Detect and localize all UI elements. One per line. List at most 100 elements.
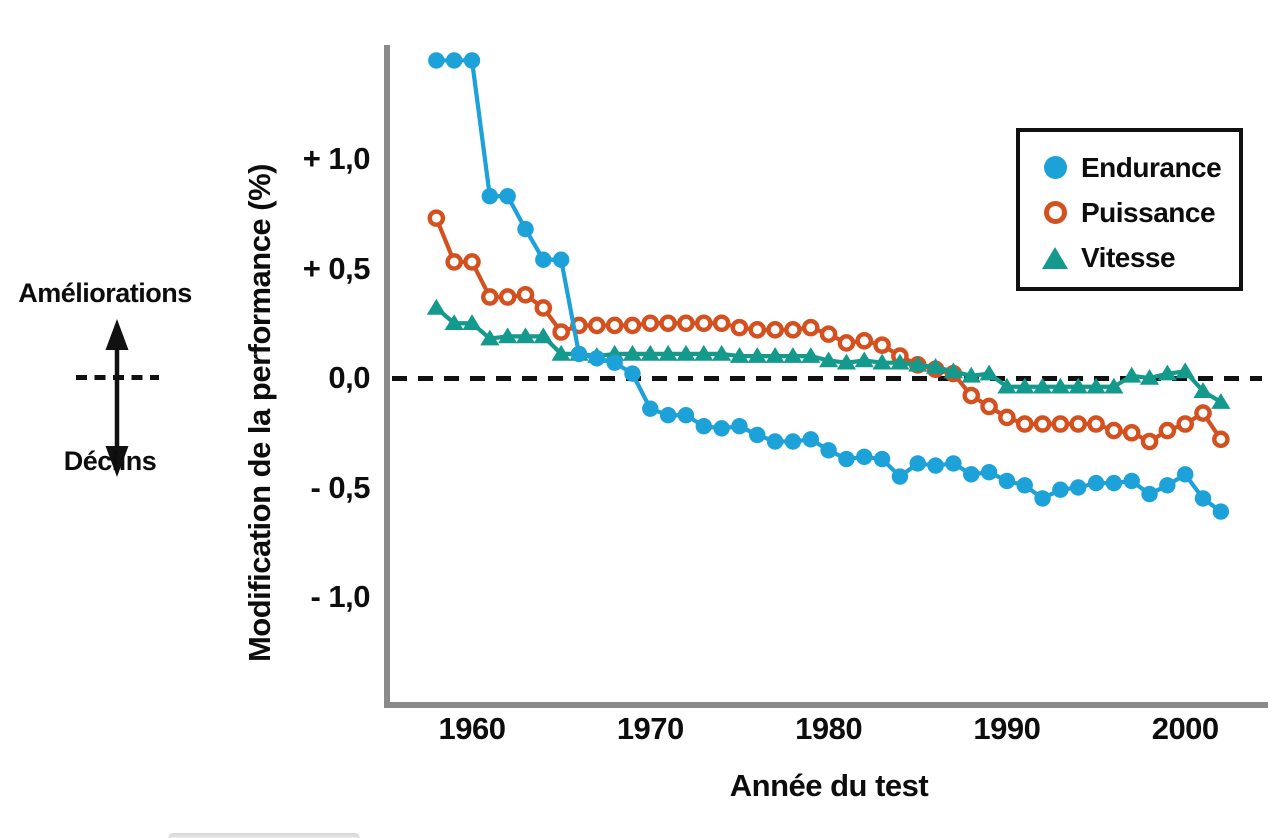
vitesse-point: [747, 347, 767, 363]
vitesse-point: [729, 347, 750, 363]
puissance-point: [1051, 415, 1070, 433]
vitesse-point: [783, 347, 803, 363]
vitesse-point: [943, 362, 964, 379]
puissance-point: [1194, 404, 1212, 422]
vitesse-point: [765, 347, 785, 363]
open-circle-icon: [1043, 201, 1067, 224]
endurance-point: [1070, 479, 1087, 496]
endurance-point: [766, 433, 784, 450]
legend-item-puissance: Puissance: [1042, 190, 1239, 235]
endurance-point: [481, 188, 499, 205]
puissance-point: [427, 209, 446, 227]
puissance-point: [873, 336, 891, 354]
vitesse-point: [480, 329, 500, 346]
vitesse-point: [925, 358, 946, 374]
annotation-declines: Déclins: [63, 446, 157, 476]
puissance-point: [1176, 415, 1194, 433]
filled-circle-icon: [1043, 156, 1067, 179]
y-tick-label: + 1,0: [302, 141, 371, 176]
puissance-point: [659, 314, 677, 333]
vitesse-point: [1139, 369, 1160, 385]
puissance-point: [766, 321, 784, 339]
endurance-point: [1105, 474, 1123, 492]
y-tick-label: + 0,5: [302, 250, 371, 286]
puissance-point: [498, 288, 517, 306]
puissance-point: [819, 325, 838, 344]
vitesse-point: [1157, 364, 1177, 381]
x-tick-label: 1980: [795, 711, 863, 746]
endurance-point: [1052, 481, 1069, 498]
endurance-point: [588, 350, 606, 367]
vitesse-point: [890, 353, 910, 370]
vitesse-point: [444, 314, 464, 331]
puissance-point: [748, 321, 767, 339]
puissance-point: [712, 314, 731, 333]
x-axis-title: Année du test: [729, 768, 929, 803]
endurance-point: [820, 442, 837, 459]
puissance-point: [837, 334, 856, 352]
endurance-point: [713, 420, 730, 437]
endurance-point: [517, 220, 534, 238]
vitesse-point: [997, 377, 1017, 394]
puissance-point: [534, 299, 553, 317]
endurance-point: [963, 466, 980, 483]
arrow-head-up: [105, 319, 129, 350]
endurance-point: [891, 468, 909, 485]
puissance-point: [516, 285, 535, 304]
puissance-point: [677, 314, 695, 333]
endurance-point: [731, 417, 748, 435]
puissance-point: [605, 316, 624, 335]
vitesse-point: [426, 298, 446, 315]
puissance-point: [588, 316, 606, 335]
endurance-point: [802, 431, 819, 448]
legend: Endurance Puissance Vitesse: [1016, 128, 1243, 291]
y-tick-label: - 1,0: [310, 579, 370, 614]
puissance-point: [730, 318, 749, 337]
legend-label: Endurance: [1081, 151, 1222, 183]
endurance-point: [784, 433, 802, 450]
vitesse-point: [1211, 393, 1231, 409]
vitesse-point: [908, 355, 928, 372]
endurance-point: [909, 455, 926, 472]
puissance-point: [623, 316, 642, 335]
puissance-point: [1105, 421, 1123, 440]
endurance-point: [1194, 490, 1212, 507]
endurance-point: [927, 457, 944, 474]
endurance-point: [980, 463, 998, 481]
vitesse-point: [551, 344, 571, 361]
vitesse-point: [979, 364, 999, 381]
endurance-point: [606, 354, 623, 371]
puissance-point: [641, 314, 660, 333]
puissance-point: [552, 323, 570, 341]
puissance-point: [1087, 415, 1105, 433]
puissance-point: [980, 397, 998, 416]
puissance-point: [784, 321, 802, 339]
vitesse-point: [819, 351, 839, 368]
endurance-point: [1212, 503, 1230, 520]
endurance-point: [1177, 466, 1194, 483]
puissance-point: [801, 318, 820, 337]
vitesse-point: [622, 344, 643, 361]
puissance-point: [694, 314, 713, 333]
endurance-point: [945, 455, 962, 472]
vitesse-point: [1015, 377, 1035, 394]
vitesse-point: [836, 353, 857, 370]
puissance-point: [445, 253, 463, 271]
arrow-head-down: [105, 446, 129, 477]
vitesse-point: [1175, 362, 1195, 379]
puissance-point: [481, 288, 499, 306]
endurance-point: [624, 365, 641, 382]
endurance-point: [1087, 474, 1105, 492]
endurance-point: [856, 448, 873, 466]
legend-item-vitesse: Vitesse: [1042, 235, 1239, 280]
endurance-point: [838, 450, 855, 468]
puissance-point: [1140, 432, 1159, 451]
endurance-point: [1016, 477, 1033, 494]
vitesse-point: [1050, 377, 1070, 394]
y-tick-label: 0,0: [328, 360, 370, 395]
x-tick-label: 1960: [438, 711, 506, 746]
vitesse-point: [961, 366, 981, 383]
vitesse-point: [640, 344, 660, 361]
